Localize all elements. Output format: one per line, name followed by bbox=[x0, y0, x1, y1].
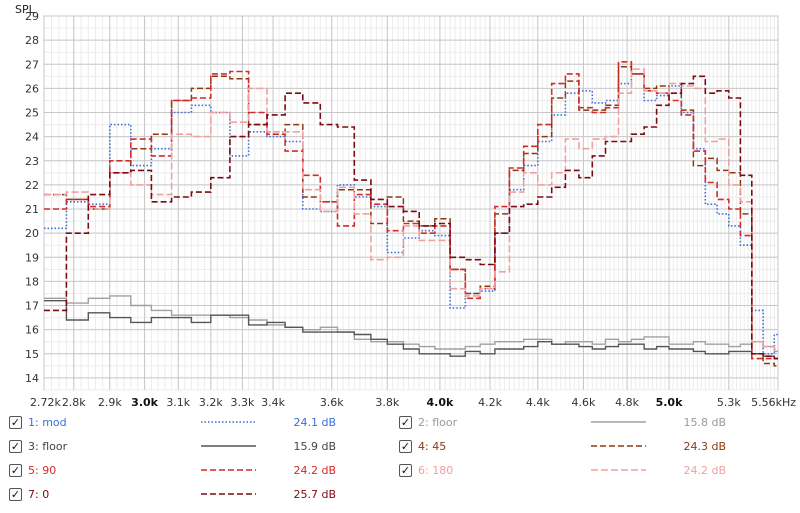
series-toggle-checkbox[interactable]: ✓ bbox=[9, 415, 22, 429]
series-toggle-checkbox[interactable]: ✓ bbox=[399, 463, 412, 477]
legend-item: ✓ 7: 0 25.7 dB bbox=[0, 484, 336, 504]
legend-item: ✓ 1: mod 24.1 dB bbox=[0, 412, 336, 432]
y-tick-label: 15 bbox=[25, 348, 39, 361]
y-tick-label: 16 bbox=[25, 324, 39, 337]
x-tick-label: 4.2k bbox=[478, 396, 502, 409]
legend-label: 2: floor bbox=[418, 415, 458, 429]
legend-swatch bbox=[591, 421, 646, 423]
x-tick-label: 3.8k bbox=[375, 396, 399, 409]
x-tick-label: 3.1k bbox=[166, 396, 190, 409]
y-tick-label: 17 bbox=[25, 300, 39, 313]
legend-item: ✓ 6: 180 24.2 dB bbox=[390, 460, 726, 480]
x-tick-label: 4.4k bbox=[526, 396, 550, 409]
y-axis-label: SPL bbox=[15, 3, 36, 16]
x-tick-label: 3.2k bbox=[199, 396, 223, 409]
y-axis-ticks: 14 15 16 17 18 19 20 21 22 23 24 25 26 27 28 29 bbox=[25, 10, 39, 385]
legend-label: 7: 0 bbox=[28, 487, 50, 501]
y-tick-label: 19 bbox=[25, 251, 39, 264]
y-tick-label: 26 bbox=[25, 82, 39, 95]
x-tick-label: 5.56kHz bbox=[751, 396, 796, 409]
y-tick-label: 28 bbox=[25, 34, 39, 47]
legend-label: 3: floor bbox=[28, 439, 68, 453]
legend-value: 25.7 dB bbox=[293, 487, 336, 501]
x-tick-label: 2.8k bbox=[62, 396, 86, 409]
series-toggle-checkbox[interactable]: ✓ bbox=[9, 487, 22, 501]
plot-area bbox=[43, 15, 779, 391]
series-toggle-checkbox[interactable]: ✓ bbox=[399, 439, 412, 453]
y-tick-label: 20 bbox=[25, 227, 39, 240]
y-tick-label: 23 bbox=[25, 155, 39, 168]
legend: ✓ 1: mod 24.1 dB ✓ 2: floor 15.8 dB ✓ 3: floor 1… bbox=[0, 412, 800, 512]
legend-value: 24.2 dB bbox=[683, 463, 726, 477]
y-tick-label: 22 bbox=[25, 179, 39, 192]
x-tick-label: 5.3k bbox=[717, 396, 741, 409]
legend-label: 5: 90 bbox=[28, 463, 57, 477]
x-tick-label: 3.0k bbox=[131, 396, 158, 409]
legend-label: 4: 45 bbox=[418, 439, 447, 453]
legend-swatch bbox=[591, 445, 646, 447]
legend-swatch bbox=[201, 469, 256, 471]
x-tick-label: 4.6k bbox=[571, 396, 595, 409]
y-tick-label: 18 bbox=[25, 275, 39, 288]
legend-value: 15.9 dB bbox=[293, 439, 336, 453]
x-tick-label: 4.0k bbox=[427, 396, 454, 409]
legend-item: ✓ 2: floor 15.8 dB bbox=[390, 412, 726, 432]
x-tick-label: 2.72k bbox=[30, 396, 61, 409]
series-line-6 bbox=[44, 68, 778, 350]
x-tick-label: 3.6k bbox=[320, 396, 344, 409]
series-toggle-checkbox[interactable]: ✓ bbox=[9, 439, 22, 453]
x-axis-ticks: 2.72k 2.8k 2.9k 3.0k 3.1k 3.2k 3.3k 3.4k 3.6k 3.8… bbox=[30, 396, 796, 409]
legend-item: ✓ 5: 90 24.2 dB bbox=[0, 460, 336, 480]
legend-value: 24.1 dB bbox=[293, 415, 336, 429]
series-toggle-checkbox[interactable]: ✓ bbox=[399, 415, 412, 429]
x-tick-label: 5.0k bbox=[656, 396, 683, 409]
series-layer bbox=[44, 61, 778, 367]
legend-label: 6: 180 bbox=[418, 463, 454, 477]
legend-swatch bbox=[201, 421, 256, 423]
series-line-7 bbox=[44, 75, 778, 360]
y-tick-label: 14 bbox=[25, 372, 39, 385]
y-tick-label: 25 bbox=[25, 107, 39, 120]
series-line-3 bbox=[44, 300, 778, 360]
legend-item: ✓ 3: floor 15.9 dB bbox=[0, 436, 336, 456]
x-tick-label: 3.3k bbox=[230, 396, 254, 409]
y-tick-label: 27 bbox=[25, 58, 39, 71]
legend-swatch bbox=[201, 445, 256, 447]
legend-value: 24.2 dB bbox=[293, 463, 336, 477]
y-tick-label: 24 bbox=[25, 131, 39, 144]
x-tick-label: 3.4k bbox=[261, 396, 285, 409]
x-tick-label: 4.8k bbox=[615, 396, 639, 409]
legend-value: 24.3 dB bbox=[683, 439, 726, 453]
y-tick-label: 29 bbox=[25, 10, 39, 23]
x-tick-label: 2.9k bbox=[98, 396, 122, 409]
major-grid bbox=[43, 15, 779, 390]
series-toggle-checkbox[interactable]: ✓ bbox=[9, 463, 22, 477]
series-line-5 bbox=[44, 61, 778, 360]
legend-swatch bbox=[201, 493, 256, 495]
legend-item: ✓ 4: 45 24.3 dB bbox=[390, 436, 726, 456]
legend-value: 15.8 dB bbox=[683, 415, 726, 429]
legend-label: 1: mod bbox=[28, 415, 67, 429]
legend-swatch bbox=[591, 469, 646, 471]
y-tick-label: 21 bbox=[25, 203, 39, 216]
